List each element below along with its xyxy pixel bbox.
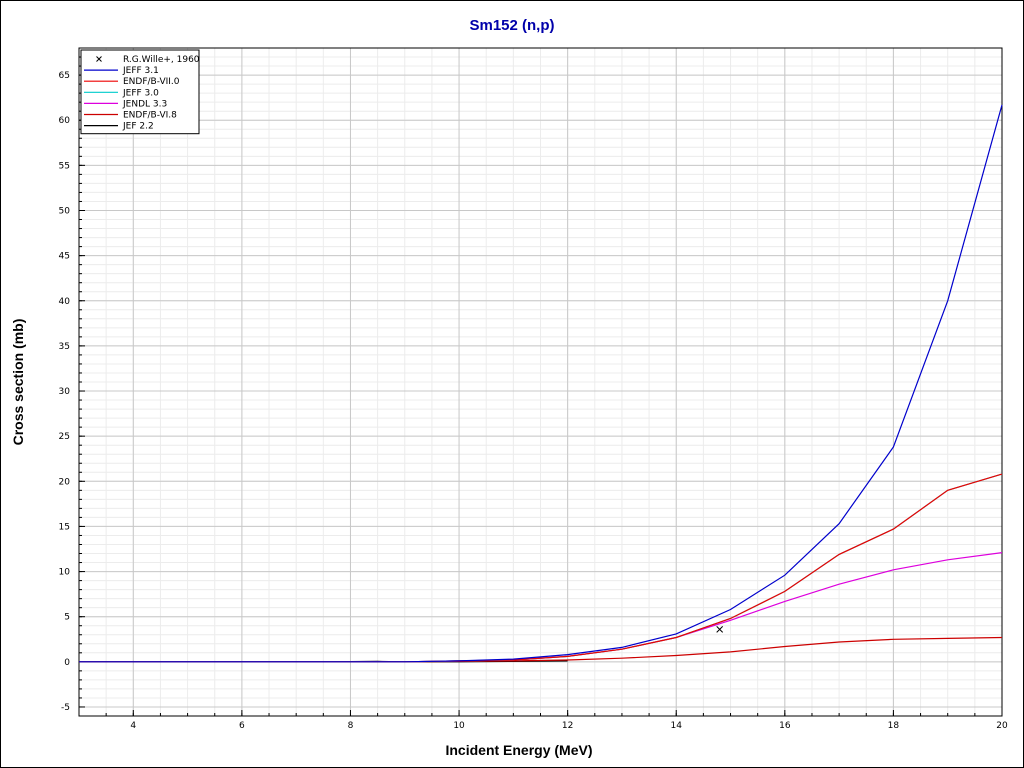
legend-entry: ENDF/B-VII.0 (123, 77, 180, 87)
x-tick-label: 14 (671, 721, 683, 731)
chart-title: Sm152 (n,p) (469, 17, 554, 34)
y-tick-label: 5 (64, 613, 70, 623)
x-tick-label: 10 (453, 721, 465, 731)
legend-marker (96, 56, 102, 62)
y-tick-label: -5 (61, 703, 70, 713)
y-tick-label: 60 (59, 116, 71, 126)
series-layer (79, 104, 1003, 663)
legend-entry: JENDL 3.3 (122, 99, 167, 109)
y-tick-label: 40 (59, 297, 71, 307)
x-tick-label: 4 (130, 721, 136, 731)
x-tick-label: 20 (996, 721, 1008, 731)
y-tick-label: 15 (59, 522, 70, 532)
x-tick-label: 16 (779, 721, 791, 731)
y-axis-label: Cross section (mb) (10, 319, 26, 446)
y-tick-label: 45 (59, 252, 70, 262)
x-tick-label: 8 (348, 721, 354, 731)
legend-entry: R.G.Wille+, 1960 (123, 55, 200, 65)
series-line-jeff-3-1 (79, 104, 1003, 663)
y-tick-label: 25 (59, 432, 70, 442)
x-tick-label: 6 (239, 721, 245, 731)
legend-entry: JEFF 3.0 (122, 88, 159, 98)
legend-entry: JEF 2.2 (122, 122, 154, 132)
y-tick-label: 20 (59, 477, 71, 487)
x-tick-label: 12 (562, 721, 573, 731)
grid (78, 47, 1003, 717)
y-tick-label: 0 (64, 658, 70, 668)
y-tick-label: 30 (59, 387, 71, 397)
y-tick-label: 35 (59, 342, 70, 352)
legend-entry: ENDF/B-VI.8 (123, 111, 177, 121)
legend-entry: JEFF 3.1 (122, 66, 159, 76)
data-point-r-g-wille-1960 (716, 625, 724, 633)
y-tick-label: 50 (59, 206, 71, 216)
x-tick-label: 18 (888, 721, 900, 731)
y-tick-label: 65 (59, 71, 70, 81)
y-tick-label: 55 (59, 161, 70, 171)
y-tick-label: 10 (59, 568, 71, 578)
x-axis-label: Incident Energy (MeV) (445, 742, 592, 758)
axis-ticks: 4 6 8 10 12 14 16 18 20 -5 0 5 10 15 20 25 30 35 40 45 50 55 6… (59, 47, 1008, 731)
